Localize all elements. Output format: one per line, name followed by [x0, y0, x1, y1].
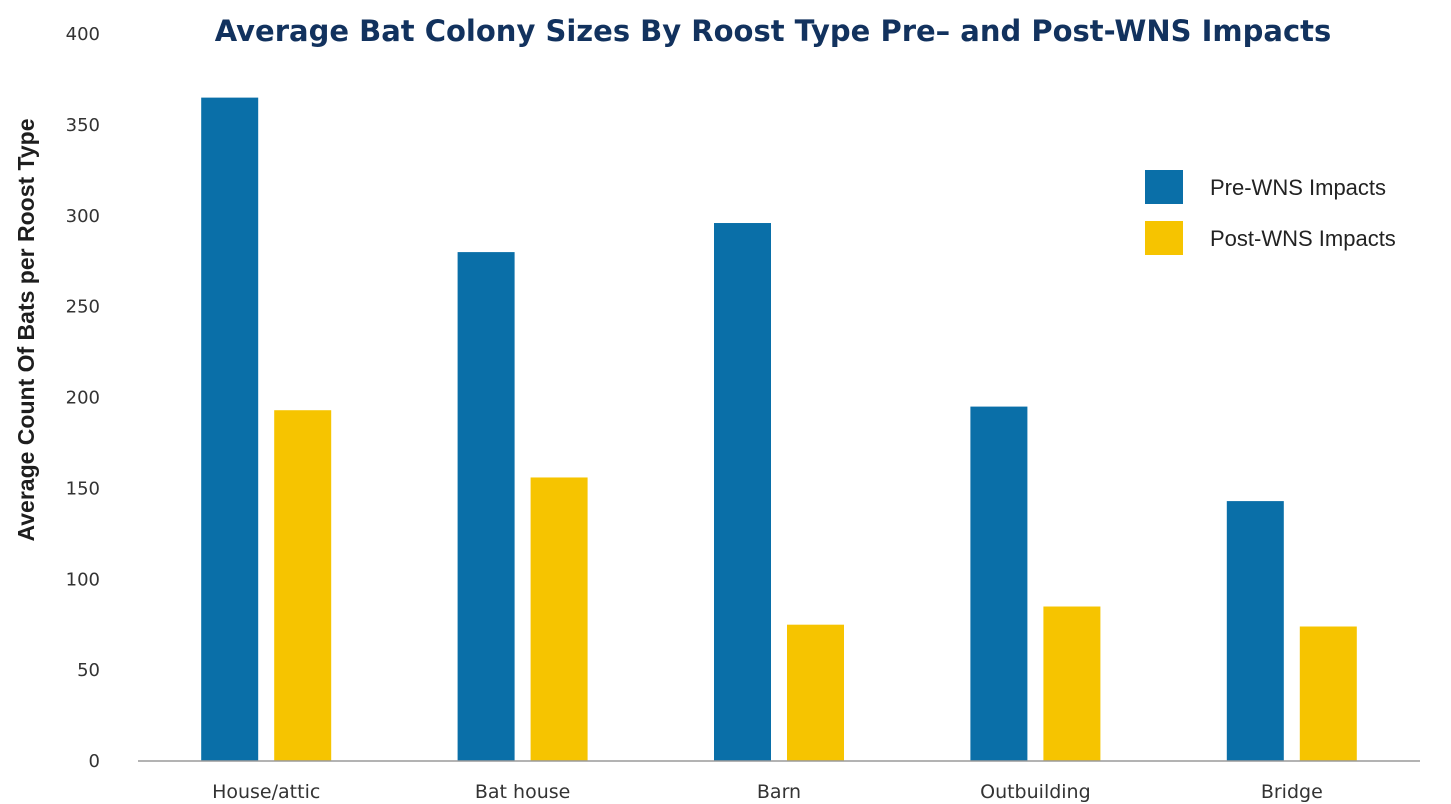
y-tick-label: 350 [66, 115, 100, 136]
bar-pre-house-attic [201, 97, 259, 762]
x-category-label: Barn [757, 781, 801, 803]
x-category-label: Bat house [475, 781, 570, 803]
x-category-label: Bridge [1261, 781, 1323, 803]
y-tick-label: 50 [77, 660, 100, 681]
y-tick-label: 300 [66, 206, 100, 227]
legend-label-post: Post-WNS Impacts [1210, 226, 1396, 251]
y-axis-ticks: 0 50 100 150 200 250 300 350 400 [66, 24, 100, 772]
legend-swatch-pre [1145, 170, 1183, 204]
bar-pre-barn [714, 223, 771, 761]
legend-swatch-post [1145, 221, 1183, 255]
legend-label-pre: Pre-WNS Impacts [1210, 175, 1386, 200]
y-tick-label: 0 [89, 751, 100, 772]
bar-post-bridge [1299, 626, 1357, 761]
y-axis-label: Average Count Of Bats per Roost Type [13, 118, 39, 541]
y-tick-label: 200 [66, 388, 100, 409]
bar-pre-bridge [1226, 501, 1284, 761]
bar-pre-bat-house [457, 252, 515, 761]
bar-post-outbuilding [1043, 606, 1101, 761]
bar-post-house-attic [274, 410, 332, 761]
x-category-label: House/attic [212, 781, 320, 803]
y-tick-label: 150 [66, 478, 100, 499]
bar-post-bat-house [530, 477, 588, 761]
bar-pre-outbuilding [970, 406, 1028, 761]
chart-title: Average Bat Colony Sizes By Roost Type P… [215, 14, 1332, 48]
x-category-label: Outbuilding [980, 781, 1091, 803]
bars-group [201, 97, 1357, 762]
x-axis-categories: House/attic Bat house Barn Outbuilding Bridg… [212, 781, 1323, 803]
bar-post-barn [787, 624, 844, 761]
y-tick-label: 400 [66, 24, 100, 45]
y-tick-label: 250 [66, 297, 100, 318]
y-tick-label: 100 [66, 569, 100, 590]
legend: Pre-WNS Impacts Post-WNS Impacts [1145, 170, 1396, 255]
